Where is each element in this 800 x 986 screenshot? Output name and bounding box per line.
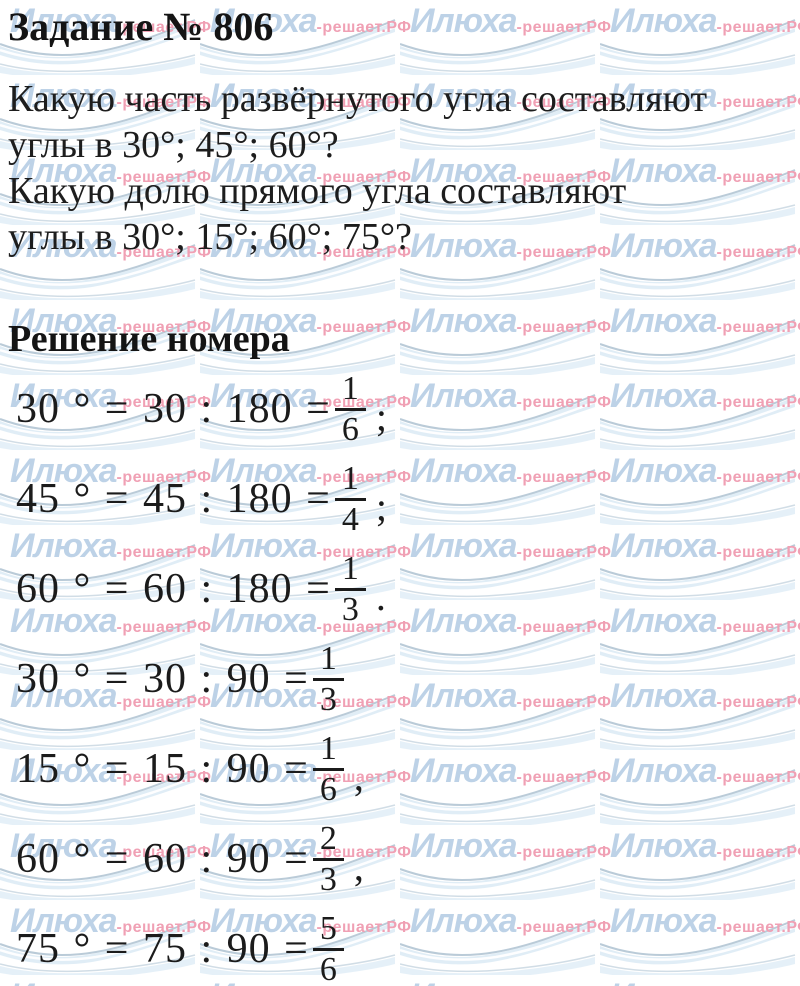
- fraction-denominator: 6: [319, 770, 337, 808]
- fraction-numerator: 1: [334, 370, 366, 411]
- fraction: 1 3: [334, 550, 366, 629]
- fraction-denominator: 3: [319, 860, 337, 898]
- equation-row: 45 ° = 45 : 180 = 1 4 ;: [0, 454, 800, 544]
- fraction: 1 6: [312, 730, 344, 809]
- question-line: Какую долю прямого угла составляют: [8, 170, 627, 212]
- fraction-numerator: 1: [312, 730, 344, 771]
- fraction: 2 3: [312, 820, 344, 899]
- fraction-numerator: 1: [334, 460, 366, 501]
- fraction-numerator: 1: [334, 550, 366, 591]
- question-line: Какую часть развёрнутого угла составляют: [8, 78, 708, 120]
- equation-lhs: 75 ° = 75 : 90 =: [16, 926, 309, 972]
- equation-lhs: 30 ° = 30 : 180 =: [16, 386, 331, 432]
- equation-lhs: 60 ° = 60 : 180 =: [16, 566, 331, 612]
- fraction-numerator: 5: [312, 910, 344, 951]
- equation-row: 30 ° = 30 : 180 = 1 6 ;: [0, 364, 800, 454]
- fraction-denominator: 6: [341, 410, 359, 448]
- equation-lhs: 30 ° = 30 : 90 =: [16, 656, 309, 702]
- equation-punctuation: ;: [375, 393, 387, 439]
- fraction: 1 3: [312, 640, 344, 719]
- fraction-denominator: 3: [341, 590, 359, 628]
- equation-lhs: 15 ° = 15 : 90 =: [16, 746, 309, 792]
- fraction: 5 6: [312, 910, 344, 986]
- equation-lhs: 45 ° = 45 : 180 =: [16, 476, 331, 522]
- equation-punctuation: ,: [353, 843, 364, 889]
- question-line: углы в 30°; 15°; 60°; 75°?: [8, 216, 412, 258]
- task-title: Задание № 806: [8, 4, 274, 49]
- question-line: углы в 30°; 45°; 60°?: [8, 124, 339, 166]
- fraction-denominator: 6: [319, 950, 337, 986]
- equation-punctuation: ;: [375, 483, 387, 529]
- equation-row: 75 ° = 75 : 90 = 5 6: [0, 904, 800, 986]
- equation-row: 60 ° = 60 : 180 = 1 3 .: [0, 544, 800, 634]
- equation-row: 60 ° = 60 : 90 = 2 3 ,: [0, 814, 800, 904]
- solution-heading: Решение номера: [8, 318, 290, 360]
- question-text: Какую часть развёрнутого угла составляют…: [8, 76, 800, 260]
- fraction: 1 4: [334, 460, 366, 539]
- fraction: 1 6: [334, 370, 366, 449]
- fraction-denominator: 3: [319, 680, 337, 718]
- fraction-denominator: 4: [341, 500, 359, 538]
- equations-list: 30 ° = 30 : 180 = 1 6 ; 45 ° = 45 : 180 …: [0, 364, 800, 986]
- fraction-numerator: 1: [312, 640, 344, 681]
- equation-row: 30 ° = 30 : 90 = 1 3: [0, 634, 800, 724]
- equation-punctuation: ,: [353, 753, 364, 799]
- equation-row: 15 ° = 15 : 90 = 1 6 ,: [0, 724, 800, 814]
- fraction-numerator: 2: [312, 820, 344, 861]
- equation-lhs: 60 ° = 60 : 90 =: [16, 836, 309, 882]
- equation-punctuation: .: [375, 573, 386, 619]
